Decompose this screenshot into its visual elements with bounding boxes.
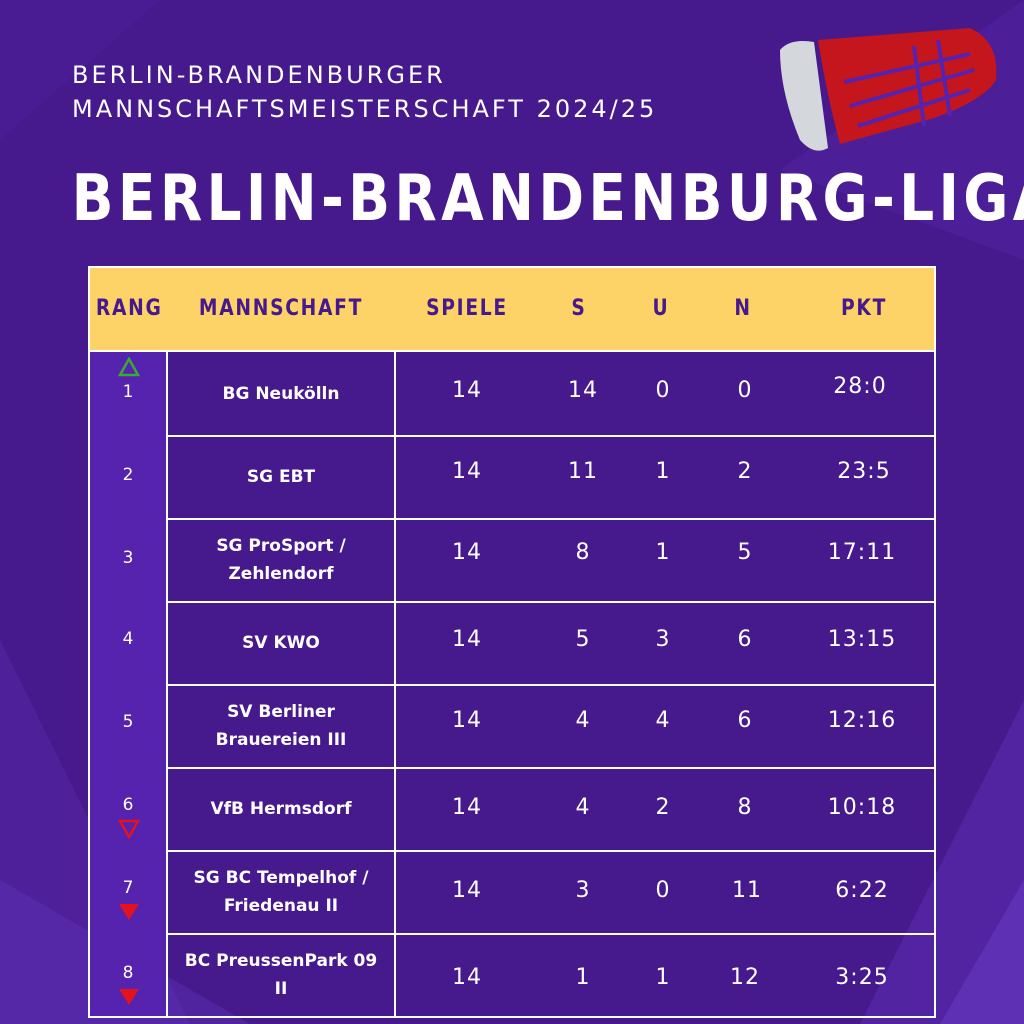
subtitle-line-1: BERLIN-BRANDENBURGER [72,61,446,89]
column-header-mannschaft: MANNSCHAFT [198,296,364,321]
games-value: 14 [452,378,482,403]
table-row: 7 SG BC Tempelhof / Friedenau II 14 3 0 … [90,850,934,935]
team-cell: SV KWO [168,601,396,684]
draws-value: 0 [655,878,671,903]
table-row: 6 VfB Hermsdorf 14 4 2 8 10:18 [90,767,934,852]
games-value: 14 [452,965,482,990]
wins-value: 14 [568,378,598,403]
rank-number: 5 [122,712,134,732]
rank-cell: 2 [90,435,168,518]
table-row: 4 SV KWO 14 5 3 6 13:15 [90,601,934,686]
points-value: 28:0 [833,374,887,399]
triangle-down-outline-icon [118,819,140,839]
wins-value: 8 [575,540,591,565]
rank-number: 1 [122,382,134,402]
team-cell: BG Neukölln [168,352,396,435]
team-name: BG Neukölln [222,383,340,404]
team-name: SV KWO [242,632,320,653]
losses-value: 6 [737,627,753,652]
championship-subtitle: BERLIN-BRANDENBURGER MANNSCHAFTSMEISTERS… [72,58,657,126]
column-header-s: S [571,296,587,321]
rank-cell: 3 [90,518,168,601]
team-name: SG EBT [246,466,316,487]
wins-value: 1 [575,965,591,990]
column-header-u: U [652,296,670,321]
games-value: 14 [452,459,482,484]
games-value: 14 [452,795,482,820]
losses-value: 11 [732,878,762,903]
games-value: 14 [452,708,482,733]
wins-value: 4 [575,795,591,820]
column-header-n: N [734,296,752,321]
rank-number: 3 [122,548,134,568]
losses-value: 6 [737,708,753,733]
column-header-pkt: PKT [840,296,888,321]
losses-value: 2 [737,459,753,484]
rank-cell: 4 [90,601,168,684]
points-value: 17:11 [827,540,897,565]
rank-number: 8 [122,963,134,983]
points-value: 13:15 [827,627,897,652]
draws-value: 3 [655,627,671,652]
team-name: VfB Hermsdorf [210,798,352,819]
column-header-rang: RANG [95,296,163,321]
column-header-spiele: SPIELE [426,296,508,321]
team-name: BC PreussenPark 09 II [184,950,378,999]
losses-value: 12 [730,965,760,990]
table-row: 8 BC PreussenPark 09 II 14 1 1 12 3:25 [90,933,934,1016]
team-cell: SG BC Tempelhof / Friedenau II [168,850,396,933]
losses-value: 0 [737,378,753,403]
rank-number: 7 [122,878,134,898]
points-value: 10:18 [827,795,897,820]
triangle-down-filled-icon [119,904,139,920]
points-value: 23:5 [837,459,891,484]
team-name: SG ProSport / Zehlendorf [216,535,346,584]
subtitle-line-2: MANNSCHAFTSMEISTERSCHAFT 2024/25 [72,95,658,123]
rank-number: 4 [122,629,134,649]
rank-cell: 5 [90,684,168,767]
team-cell: SG EBT [168,435,396,518]
standings-table: RANG MANNSCHAFT SPIELE S U N PKT 1 BG Ne… [88,266,936,1018]
rank-number: 6 [122,795,134,815]
league-title: BERLIN-BRANDENBURG-LIGA [71,162,1024,236]
games-value: 14 [452,540,482,565]
team-cell: SV Berliner Brauereien III [168,684,396,767]
triangle-up-outline-icon [118,357,140,377]
table-row: 5 SV Berliner Brauereien III 14 4 4 6 12… [90,684,934,769]
points-value: 12:16 [827,708,897,733]
draws-value: 1 [655,965,671,990]
table-row: 1 BG Neukölln 14 14 0 0 28:0 [90,352,934,437]
rank-cell: 1 [90,352,168,435]
draws-value: 4 [655,708,671,733]
team-cell: BC PreussenPark 09 II [168,933,396,1016]
wins-value: 5 [575,627,591,652]
draws-value: 2 [655,795,671,820]
wins-value: 11 [568,459,598,484]
rank-cell: 6 [90,767,168,850]
team-name: SV Berliner Brauereien III [215,701,347,750]
games-value: 14 [452,878,482,903]
wins-value: 3 [575,878,591,903]
wins-value: 4 [575,708,591,733]
team-cell: VfB Hermsdorf [168,767,396,850]
draws-value: 0 [655,378,671,403]
table-row: 3 SG ProSport / Zehlendorf 14 8 1 5 17:1… [90,518,934,603]
table-header: RANG MANNSCHAFT SPIELE S U N PKT [90,268,934,352]
shuttlecock-icon [780,28,997,151]
team-name: SG BC Tempelhof / Friedenau II [193,867,369,916]
games-value: 14 [452,627,482,652]
rank-cell: 7 [90,850,168,933]
triangle-down-filled-icon [119,989,139,1005]
draws-value: 1 [655,540,671,565]
points-value: 3:25 [835,965,889,990]
team-cell: SG ProSport / Zehlendorf [168,518,396,601]
losses-value: 5 [737,540,753,565]
rank-number: 2 [122,465,134,485]
table-row: 2 SG EBT 14 11 1 2 23:5 [90,435,934,520]
points-value: 6:22 [835,878,889,903]
rank-cell: 8 [90,933,168,1016]
draws-value: 1 [655,459,671,484]
losses-value: 8 [737,795,753,820]
